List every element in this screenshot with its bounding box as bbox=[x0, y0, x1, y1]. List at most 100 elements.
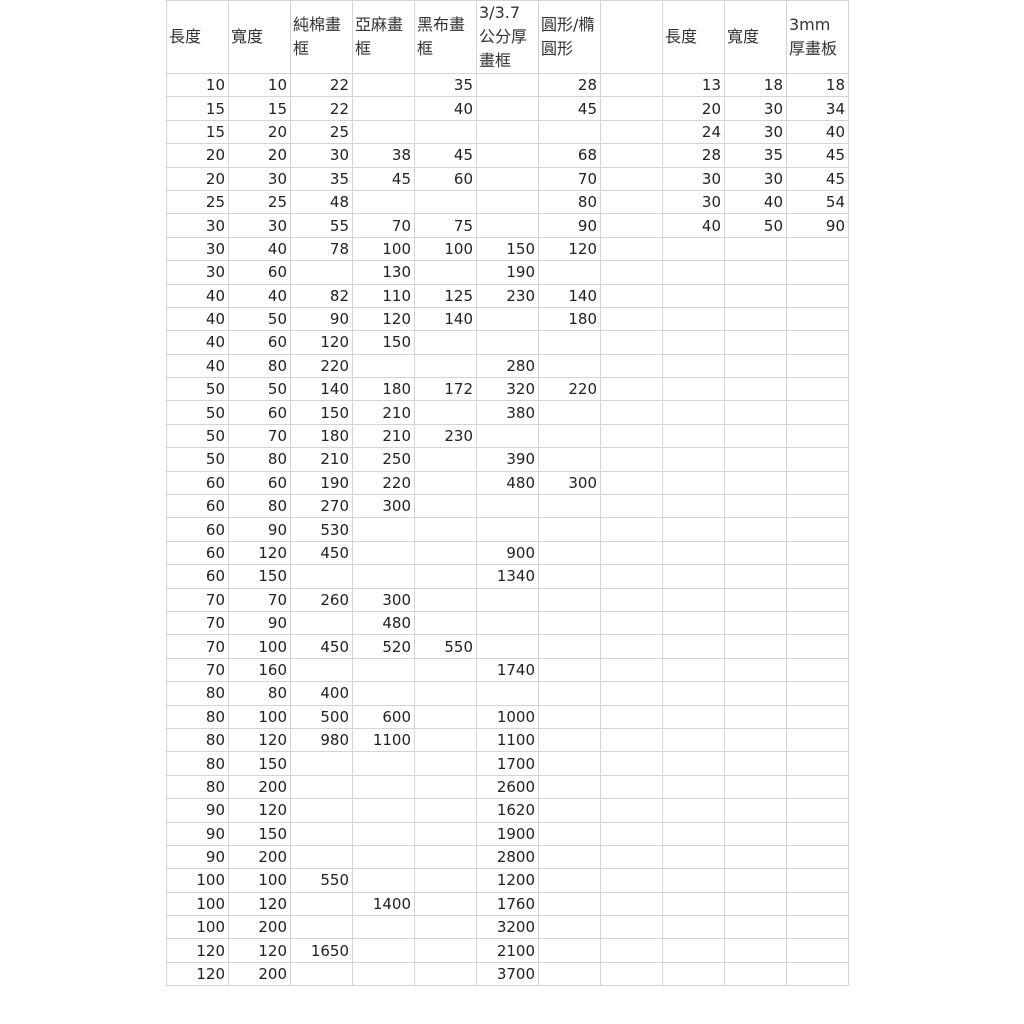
header-cell[interactable]: 3/3.7公分厚畫框 bbox=[476, 0, 539, 74]
table-cell[interactable]: 100 bbox=[228, 704, 291, 729]
table-cell[interactable]: 1760 bbox=[476, 891, 539, 917]
table-cell[interactable] bbox=[476, 587, 539, 612]
table-cell[interactable]: 160 bbox=[228, 657, 291, 683]
table-cell[interactable]: 1200 bbox=[476, 868, 539, 893]
table-cell[interactable] bbox=[662, 915, 725, 940]
header-cell[interactable]: 長度 bbox=[166, 0, 229, 74]
table-cell[interactable] bbox=[414, 961, 477, 987]
table-cell[interactable] bbox=[724, 821, 787, 846]
table-cell[interactable]: 90 bbox=[290, 306, 353, 332]
table-cell[interactable]: 200 bbox=[228, 961, 291, 987]
table-cell[interactable] bbox=[414, 704, 477, 729]
table-cell[interactable] bbox=[786, 564, 849, 589]
table-cell[interactable]: 90 bbox=[166, 821, 229, 846]
table-cell[interactable]: 220 bbox=[538, 377, 601, 402]
table-cell[interactable] bbox=[724, 610, 787, 636]
table-cell[interactable] bbox=[290, 844, 353, 870]
table-cell[interactable] bbox=[290, 751, 353, 776]
table-cell[interactable] bbox=[786, 634, 849, 659]
table-cell[interactable]: 50 bbox=[228, 306, 291, 332]
table-cell[interactable]: 30 bbox=[166, 213, 229, 238]
table-cell[interactable] bbox=[662, 751, 725, 776]
table-cell[interactable]: 190 bbox=[476, 260, 539, 285]
table-cell[interactable]: 30 bbox=[228, 213, 291, 238]
table-cell[interactable] bbox=[414, 915, 477, 940]
table-cell[interactable]: 80 bbox=[166, 774, 229, 800]
table-cell[interactable]: 1620 bbox=[476, 798, 539, 823]
table-cell[interactable]: 130 bbox=[352, 260, 415, 285]
table-cell[interactable] bbox=[724, 306, 787, 332]
table-cell[interactable] bbox=[786, 540, 849, 566]
table-cell[interactable] bbox=[662, 891, 725, 917]
table-cell[interactable]: 150 bbox=[290, 400, 353, 425]
table-cell[interactable] bbox=[786, 610, 849, 636]
table-cell[interactable]: 30 bbox=[662, 166, 725, 191]
table-cell[interactable]: 150 bbox=[228, 821, 291, 846]
table-cell[interactable]: 530 bbox=[290, 517, 353, 542]
table-cell[interactable]: 380 bbox=[476, 400, 539, 425]
table-cell[interactable] bbox=[476, 517, 539, 542]
table-cell[interactable] bbox=[600, 236, 663, 262]
table-cell[interactable]: 35 bbox=[290, 166, 353, 191]
table-cell[interactable] bbox=[290, 821, 353, 846]
table-cell[interactable] bbox=[600, 260, 663, 285]
table-cell[interactable]: 100 bbox=[414, 236, 477, 262]
header-cell[interactable]: 寬度 bbox=[228, 0, 291, 74]
table-cell[interactable]: 180 bbox=[290, 423, 353, 449]
table-cell[interactable] bbox=[662, 634, 725, 659]
table-cell[interactable] bbox=[662, 657, 725, 683]
table-cell[interactable]: 20 bbox=[662, 96, 725, 121]
table-cell[interactable] bbox=[786, 423, 849, 449]
table-cell[interactable]: 34 bbox=[786, 96, 849, 121]
table-cell[interactable] bbox=[600, 166, 663, 191]
table-cell[interactable] bbox=[662, 423, 725, 449]
table-cell[interactable] bbox=[662, 727, 725, 753]
table-cell[interactable]: 80 bbox=[166, 704, 229, 729]
table-cell[interactable]: 180 bbox=[538, 306, 601, 332]
table-cell[interactable]: 80 bbox=[228, 494, 291, 519]
table-cell[interactable] bbox=[662, 798, 725, 823]
table-cell[interactable]: 50 bbox=[724, 213, 787, 238]
table-cell[interactable]: 22 bbox=[290, 96, 353, 121]
table-cell[interactable] bbox=[724, 844, 787, 870]
table-cell[interactable] bbox=[538, 540, 601, 566]
table-cell[interactable]: 80 bbox=[166, 681, 229, 706]
table-cell[interactable] bbox=[352, 540, 415, 566]
table-cell[interactable] bbox=[600, 447, 663, 472]
table-cell[interactable] bbox=[724, 891, 787, 917]
table-cell[interactable]: 60 bbox=[166, 470, 229, 496]
table-cell[interactable] bbox=[538, 727, 601, 753]
table-cell[interactable]: 70 bbox=[166, 610, 229, 636]
table-cell[interactable] bbox=[414, 727, 477, 753]
table-cell[interactable]: 20 bbox=[166, 166, 229, 191]
table-cell[interactable] bbox=[662, 377, 725, 402]
table-cell[interactable] bbox=[724, 657, 787, 683]
table-cell[interactable]: 270 bbox=[290, 494, 353, 519]
table-cell[interactable] bbox=[538, 961, 601, 987]
table-cell[interactable] bbox=[538, 517, 601, 542]
table-cell[interactable]: 80 bbox=[166, 727, 229, 753]
table-cell[interactable] bbox=[414, 938, 477, 963]
table-cell[interactable] bbox=[600, 283, 663, 308]
table-cell[interactable] bbox=[786, 751, 849, 776]
table-cell[interactable] bbox=[724, 517, 787, 542]
table-cell[interactable]: 45 bbox=[414, 143, 477, 168]
table-cell[interactable]: 480 bbox=[476, 470, 539, 496]
table-cell[interactable] bbox=[662, 517, 725, 542]
table-cell[interactable]: 50 bbox=[228, 377, 291, 402]
table-cell[interactable] bbox=[724, 938, 787, 963]
table-cell[interactable]: 100 bbox=[228, 868, 291, 893]
table-cell[interactable]: 70 bbox=[228, 587, 291, 612]
table-cell[interactable] bbox=[290, 961, 353, 987]
table-cell[interactable] bbox=[538, 704, 601, 729]
table-cell[interactable] bbox=[538, 400, 601, 425]
table-cell[interactable]: 45 bbox=[786, 143, 849, 168]
table-cell[interactable] bbox=[600, 610, 663, 636]
table-cell[interactable] bbox=[724, 400, 787, 425]
table-cell[interactable]: 25 bbox=[166, 189, 229, 215]
table-cell[interactable] bbox=[600, 657, 663, 683]
table-cell[interactable]: 150 bbox=[476, 236, 539, 262]
table-cell[interactable]: 120 bbox=[166, 938, 229, 963]
table-cell[interactable] bbox=[662, 540, 725, 566]
table-cell[interactable] bbox=[414, 447, 477, 472]
